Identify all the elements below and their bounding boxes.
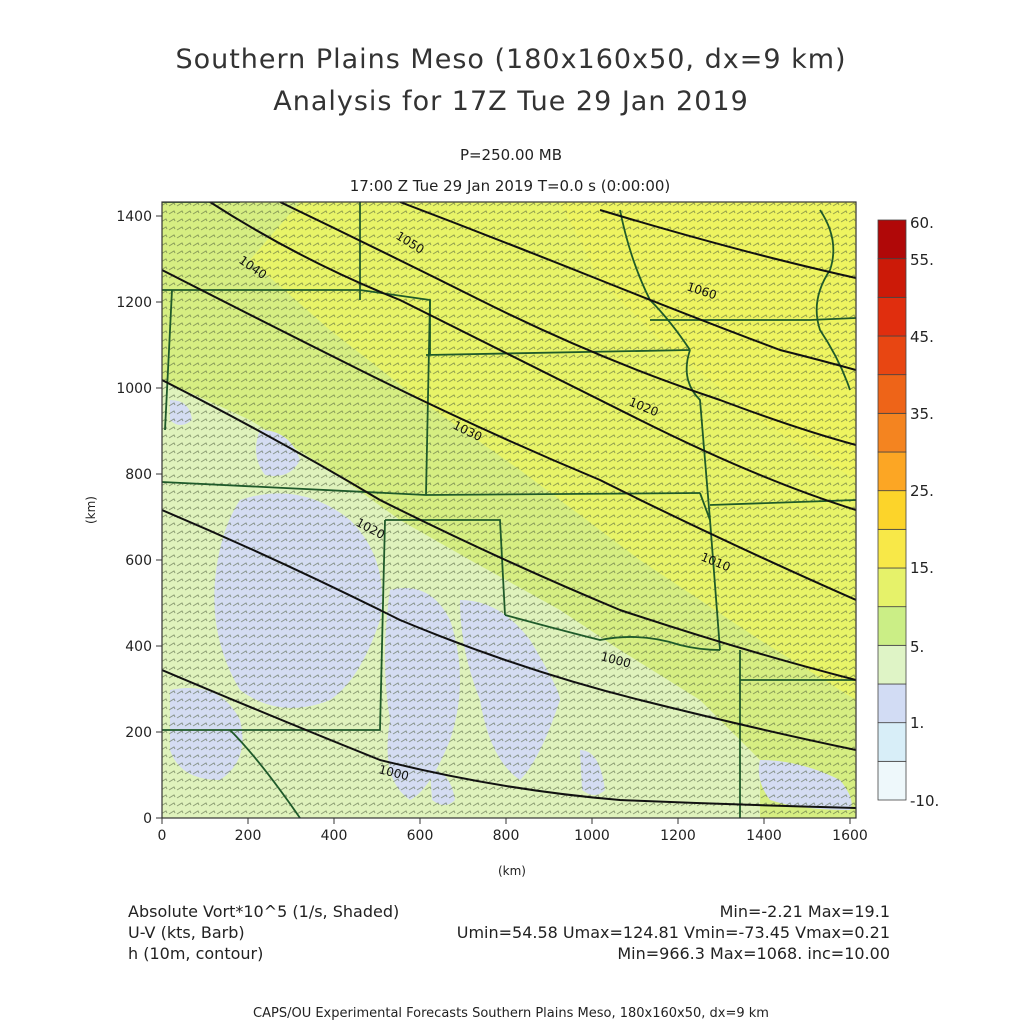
axis-ticks (156, 215, 851, 824)
colorbar-label: 5. (910, 638, 924, 656)
x-tick-labels: 0 200 400 600 800 1000 1200 1400 1600 (158, 828, 868, 844)
colorbar-swatch (877, 644, 907, 685)
wind-barbs (162, 202, 856, 818)
colorbar-swatch (877, 258, 907, 298)
colorbar-labels: 60. 55. 45. 35. 25. 15. 5. 1. -10. (910, 214, 939, 810)
main-title-line2: Analysis for 17Z Tue 29 Jan 2019 (273, 86, 749, 117)
field2-name: U-V (kts, Barb) (128, 923, 245, 942)
colorbar-label: 35. (910, 405, 934, 423)
contour-1020 (162, 269, 856, 601)
field1-range: Min=-2.21 Max=19.1 (719, 902, 890, 921)
field3-range: Min=966.3 Max=1068. inc=10.00 (617, 944, 890, 963)
y-ticks (156, 215, 162, 819)
x-tick-label: 1000 (574, 828, 610, 844)
border-ok-panhandle (385, 519, 506, 616)
contour-1030 (279, 202, 856, 446)
colorbar-label: 55. (910, 251, 934, 269)
colorbar-swatch (877, 490, 907, 530)
main-title-line1: Southern Plains Meso (180x160x50, dx=9 k… (175, 44, 847, 75)
colorbar-swatch (877, 335, 907, 376)
contour-1050 (399, 202, 856, 371)
y-tick-label: 200 (125, 725, 152, 741)
contour-990 (162, 669, 856, 809)
valid-time: 17:00 Z Tue 29 Jan 2019 T=0.0 s (0:00:00… (349, 177, 671, 195)
field1-name: Absolute Vort*10^5 (1/s, Shaded) (128, 902, 400, 921)
colorbar-swatch (877, 606, 907, 646)
field2-range: Umin=54.58 Umax=124.81 Vmin=-73.45 Vmax=… (456, 923, 890, 942)
y-tick-label: 600 (125, 553, 152, 569)
contour-1010 (162, 379, 856, 681)
footer-credit: CAPS/OU Experimental Forecasts Southern … (253, 1006, 769, 1021)
x-tick-label: 1600 (832, 828, 868, 844)
contour-1060 (599, 209, 856, 279)
colorbar-swatch (877, 683, 907, 724)
border-tx-mx (229, 729, 301, 818)
x-tick-label: 1200 (660, 828, 696, 844)
y-tick-labels: 0 200 400 600 800 1000 1200 1400 (116, 209, 152, 827)
contour-1000 (162, 509, 856, 751)
x-tick-label: 1400 (746, 828, 782, 844)
x-tick-label: 0 (158, 828, 167, 844)
state-boundaries (162, 202, 856, 818)
y-tick-label: 1200 (116, 295, 152, 311)
colorbar-label: 45. (910, 328, 934, 346)
colorbar-swatch (877, 219, 907, 260)
colorbar-swatch (877, 722, 907, 762)
field3-name: h (10m, contour) (128, 944, 264, 963)
colorbar-swatch (877, 528, 907, 569)
x-tick-label: 600 (407, 828, 434, 844)
y-tick-label: 400 (125, 639, 152, 655)
colorbar-label: -10. (910, 792, 939, 810)
border-ut-co (164, 289, 173, 431)
x-tick-label: 400 (321, 828, 348, 844)
colorbar-swatch (877, 760, 907, 801)
border-red-river (504, 614, 721, 651)
height-contours (162, 202, 856, 809)
border-ks-co-west (425, 299, 431, 496)
border-ne-ks (425, 349, 691, 356)
contour-1040 (209, 202, 856, 511)
y-tick-label: 0 (143, 811, 152, 827)
colorbar-label: 25. (910, 482, 934, 500)
colorbar-label: 60. (910, 214, 934, 232)
border-mo-ks (685, 349, 711, 521)
colorbar-swatch (877, 451, 907, 492)
colorbar (877, 219, 907, 801)
colorbar-label: 15. (910, 559, 934, 577)
y-tick-label: 1400 (116, 209, 152, 225)
vorticity-shading (162, 202, 856, 818)
plot-frame (161, 201, 857, 819)
y-axis-label: (km) (84, 496, 98, 524)
border-mississippi (815, 209, 851, 391)
border-mo-ar (709, 499, 856, 506)
pressure-level: P=250.00 MB (459, 146, 563, 164)
y-tick-label: 1000 (116, 381, 152, 397)
border-ks-ok-north (162, 481, 701, 496)
x-ticks (161, 818, 851, 824)
x-tick-label: 200 (235, 828, 262, 844)
colorbar-swatch (877, 296, 907, 337)
y-tick-label: 800 (125, 467, 152, 483)
colorbar-swatch (877, 374, 907, 414)
x-tick-label: 800 (493, 828, 520, 844)
x-axis-label: (km) (498, 864, 526, 878)
colorbar-swatch (877, 567, 907, 608)
colorbar-swatch (877, 412, 907, 453)
border-nm-tx (162, 519, 386, 731)
colorbar-label: 1. (910, 714, 924, 732)
